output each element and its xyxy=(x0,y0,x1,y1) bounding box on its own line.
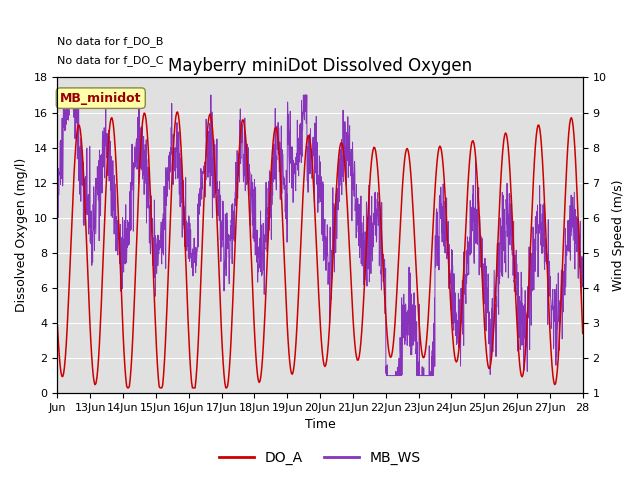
Text: No data for f_DO_B: No data for f_DO_B xyxy=(58,36,164,48)
Title: Mayberry miniDot Dissolved Oxygen: Mayberry miniDot Dissolved Oxygen xyxy=(168,57,472,74)
Y-axis label: Wind Speed (m/s): Wind Speed (m/s) xyxy=(612,180,625,291)
Legend: DO_A, MB_WS: DO_A, MB_WS xyxy=(214,445,426,471)
Text: No data for f_DO_C: No data for f_DO_C xyxy=(58,55,164,66)
Text: MB_minidot: MB_minidot xyxy=(60,92,141,105)
X-axis label: Time: Time xyxy=(305,419,335,432)
Y-axis label: Dissolved Oxygen (mg/l): Dissolved Oxygen (mg/l) xyxy=(15,158,28,312)
